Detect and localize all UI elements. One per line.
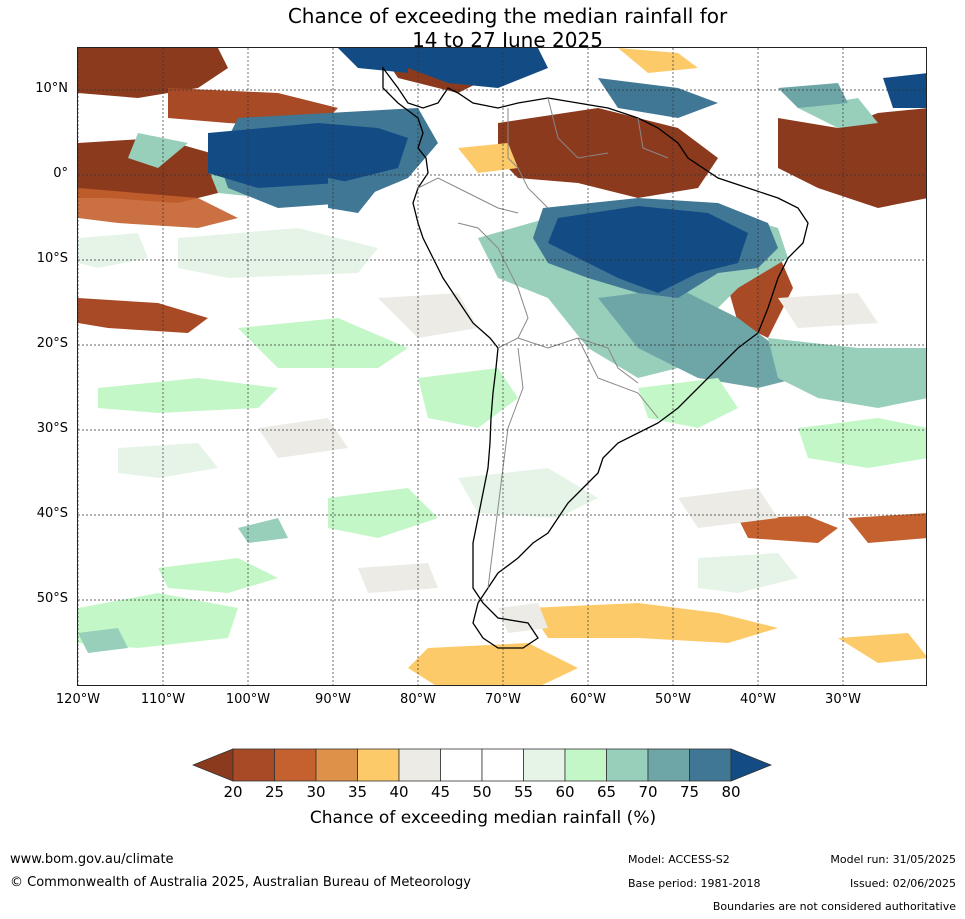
lat-label-0: 0° — [53, 166, 68, 181]
colorbar-tick-label: 75 — [679, 783, 700, 801]
colorbar-tick-label: 80 — [721, 783, 741, 801]
lon-label-40w: 40°W — [740, 692, 776, 707]
lon-label-80w: 80°W — [400, 692, 436, 707]
colorbar-cell — [274, 748, 317, 782]
colorbar-cell — [523, 748, 566, 782]
model-run-text: Model run: 31/05/2025 — [830, 853, 956, 866]
lat-label-30s: 30°S — [36, 421, 68, 436]
title-line-1: Chance of exceeding the median rainfall … — [287, 4, 728, 28]
colorbar-tick-label: 70 — [638, 783, 658, 801]
rainfall-map — [77, 47, 927, 686]
wet-anomaly-regions — [78, 48, 926, 653]
lon-label-70w: 70°W — [485, 692, 521, 707]
colorbar-cell — [689, 748, 732, 782]
copyright-text: © Commonwealth of Australia 2025, Austra… — [10, 875, 471, 890]
colorbar-cell — [357, 748, 400, 782]
colorbar-cells — [192, 748, 773, 782]
colorbar-tick-label: 60 — [555, 783, 575, 801]
lon-label-60w: 60°W — [570, 692, 606, 707]
colorbar-cell — [398, 748, 441, 782]
map-title: Chance of exceeding the median rainfall … — [0, 4, 965, 52]
lon-label-110w: 110°W — [140, 692, 186, 707]
lat-label-40s: 40°S — [36, 506, 68, 521]
colorbar-extend-high — [730, 748, 773, 782]
colorbar-tick-label: 50 — [472, 783, 492, 801]
coastline — [382, 66, 809, 649]
map-svg — [78, 48, 926, 685]
colorbar-cell — [606, 748, 649, 782]
lat-label-20s: 20°S — [36, 336, 68, 351]
country-borders — [417, 97, 669, 589]
issued-text: Issued: 02/06/2025 — [849, 877, 956, 890]
colorbar-cell — [440, 748, 483, 782]
model-text: Model: ACCESS-S2 — [628, 853, 730, 866]
graticule — [78, 48, 926, 685]
colorbar-tick-label: 45 — [430, 783, 451, 801]
lat-label-10s: 10°S — [36, 251, 68, 266]
lon-label-100w: 100°W — [225, 692, 271, 707]
colorbar — [192, 748, 773, 782]
lon-label-120w: 120°W — [55, 692, 101, 707]
colorbar-tick-label: 30 — [306, 783, 326, 801]
lat-label-50s: 50°S — [36, 591, 68, 606]
colorbar-tick-label: 35 — [347, 783, 368, 801]
colorbar-tick-label: 20 — [223, 783, 243, 801]
colorbar-extend-low — [192, 748, 234, 782]
colorbar-tick-label: 55 — [513, 783, 534, 801]
lon-label-90w: 90°W — [315, 692, 351, 707]
neutral-regions — [258, 293, 878, 633]
colorbar-cell — [481, 748, 524, 782]
colorbar-cell — [232, 748, 275, 782]
lat-label-10n: 10°N — [35, 81, 68, 96]
colorbar-cell — [564, 748, 607, 782]
lon-label-30w: 30°W — [825, 692, 861, 707]
colorbar-tick-label: 40 — [389, 783, 409, 801]
colorbar-label: Chance of exceeding median rainfall (%) — [309, 808, 657, 828]
disclaimer-text: Boundaries are not considered authoritat… — [712, 900, 956, 913]
website-link[interactable]: www.bom.gov.au/climate — [10, 852, 174, 867]
colorbar-tick-label: 65 — [596, 783, 617, 801]
colorbar-tick-label: 25 — [264, 783, 285, 801]
base-period-text: Base period: 1981-2018 — [628, 877, 761, 890]
colorbar-cell — [315, 748, 358, 782]
lon-label-50w: 50°W — [655, 692, 691, 707]
colorbar-cell — [647, 748, 690, 782]
